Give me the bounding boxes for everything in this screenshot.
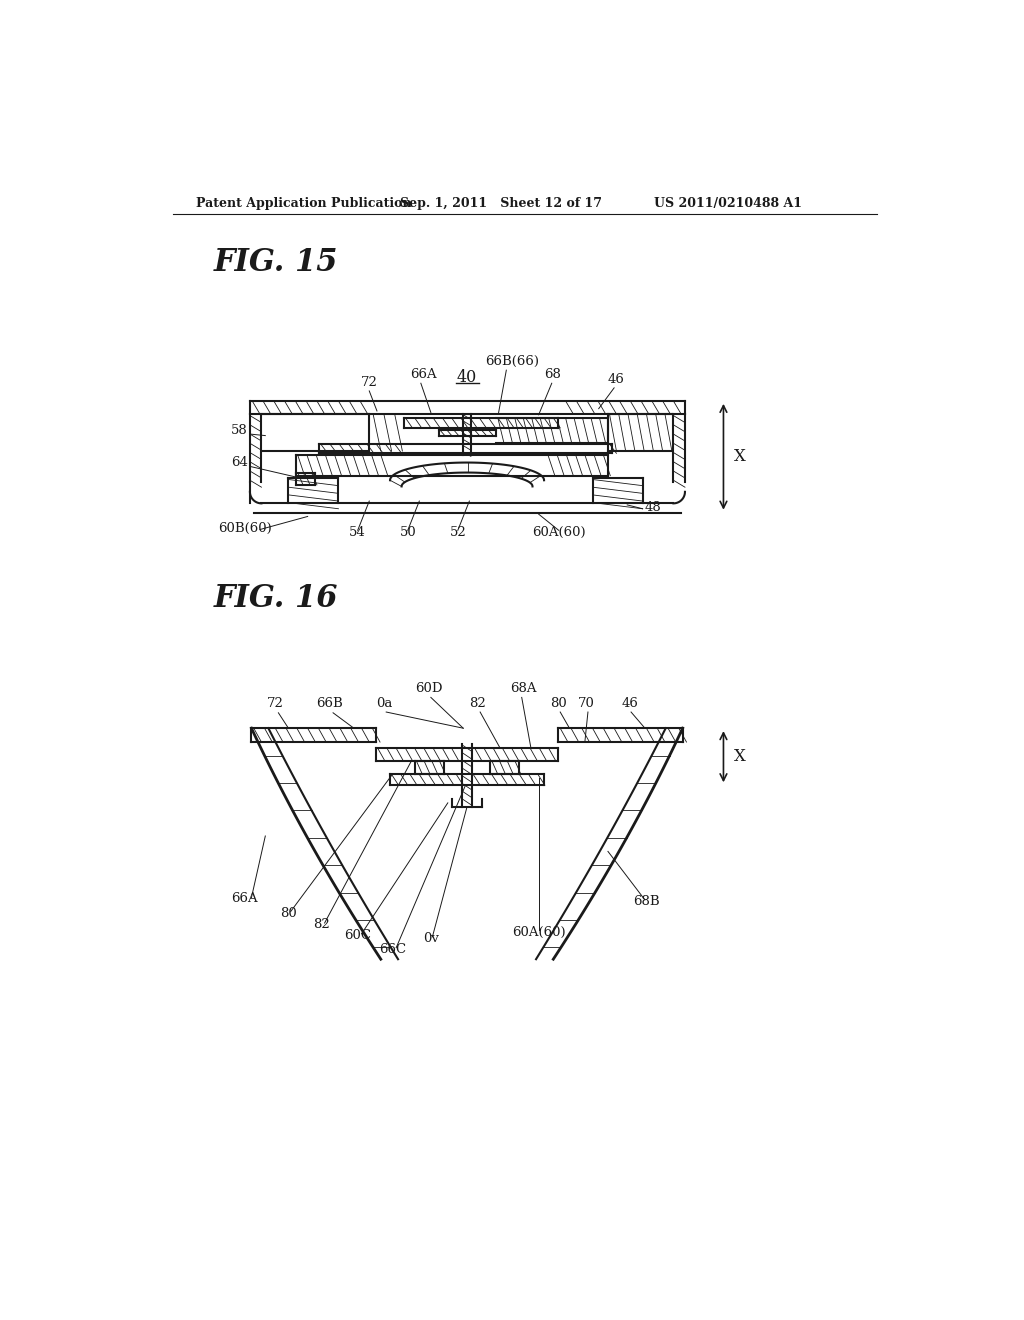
- Text: 66C: 66C: [379, 942, 406, 956]
- Text: 46: 46: [607, 374, 624, 387]
- Text: Patent Application Publication: Patent Application Publication: [196, 197, 412, 210]
- Text: 66A: 66A: [231, 892, 258, 906]
- Text: 68: 68: [544, 368, 561, 381]
- Text: 52: 52: [450, 525, 466, 539]
- Text: 60B(60): 60B(60): [218, 521, 271, 535]
- Text: 60D: 60D: [416, 682, 443, 696]
- Text: 46: 46: [622, 697, 638, 710]
- Text: 82: 82: [313, 919, 330, 932]
- Text: 72: 72: [267, 697, 284, 710]
- Text: 58: 58: [230, 424, 248, 437]
- Text: US 2011/0210488 A1: US 2011/0210488 A1: [654, 197, 802, 210]
- Text: 82: 82: [469, 697, 485, 710]
- Text: 60A(60): 60A(60): [531, 525, 586, 539]
- Text: 40: 40: [457, 370, 477, 387]
- Text: 68B: 68B: [633, 895, 659, 908]
- Text: X: X: [734, 449, 746, 465]
- Text: 80: 80: [280, 907, 297, 920]
- Text: FIG. 15: FIG. 15: [214, 247, 338, 277]
- Text: 0a: 0a: [377, 697, 393, 710]
- Text: X: X: [734, 748, 746, 766]
- Text: 66B: 66B: [315, 697, 343, 710]
- Text: 66B(66): 66B(66): [484, 355, 539, 368]
- Text: 60C: 60C: [344, 929, 372, 942]
- Text: 0v: 0v: [423, 932, 439, 945]
- Text: 48: 48: [645, 502, 662, 513]
- Text: 60A(60): 60A(60): [512, 927, 565, 939]
- Text: FIG. 16: FIG. 16: [214, 583, 338, 614]
- Text: 50: 50: [399, 525, 416, 539]
- Text: 72: 72: [360, 376, 378, 388]
- Text: 64: 64: [230, 457, 248, 470]
- Text: 68A: 68A: [510, 682, 537, 696]
- Text: 66A: 66A: [410, 368, 436, 381]
- Text: 54: 54: [349, 525, 367, 539]
- Text: 70: 70: [578, 697, 595, 710]
- Text: Sep. 1, 2011   Sheet 12 of 17: Sep. 1, 2011 Sheet 12 of 17: [400, 197, 602, 210]
- Text: 80: 80: [550, 697, 567, 710]
